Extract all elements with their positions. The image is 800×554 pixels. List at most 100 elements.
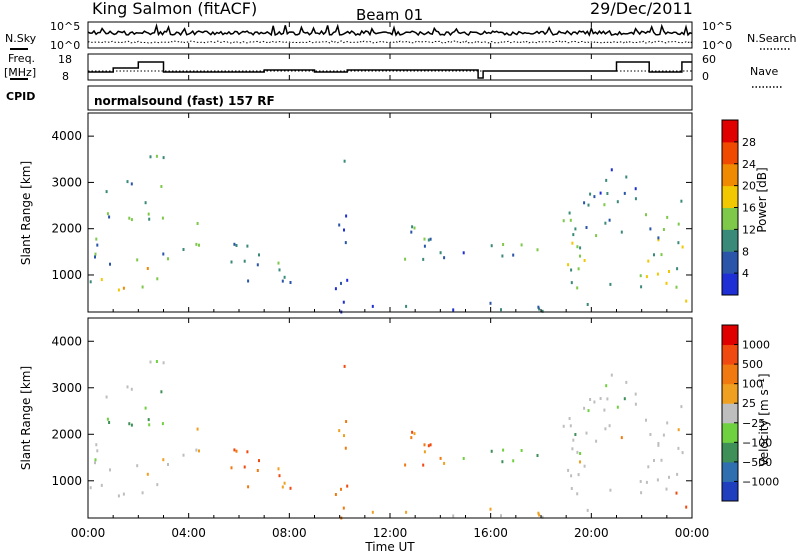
echo-cell	[583, 259, 586, 262]
noise-sky-trace	[87, 23, 693, 37]
echo-cell	[141, 491, 144, 495]
x-tick-label: 04:00	[171, 526, 206, 540]
echo-cell	[130, 423, 133, 427]
echo-cell	[680, 405, 683, 409]
echo-cell	[685, 505, 688, 509]
echo-cell	[568, 211, 571, 215]
echo-cell	[585, 431, 588, 435]
echo-cell	[427, 238, 430, 242]
echo-cell	[620, 230, 623, 234]
echo-cell	[126, 385, 129, 389]
echo-cell	[182, 453, 185, 457]
time-axis-label: Time UT	[364, 540, 415, 554]
echo-cell	[599, 191, 602, 195]
station-title: King Salmon (fitACF)	[92, 0, 257, 18]
echo-cell	[676, 267, 679, 271]
echo-cell	[574, 227, 577, 231]
echo-cell	[233, 448, 236, 452]
echo-cell	[586, 303, 589, 306]
echo-cell	[404, 257, 407, 261]
echo-cell	[235, 244, 238, 247]
echo-cell	[657, 236, 660, 240]
echo-cell	[657, 238, 660, 242]
echo-cell	[656, 478, 659, 482]
echo-cell	[577, 473, 580, 477]
echo-cell	[281, 279, 284, 283]
echo-cell	[660, 253, 663, 257]
colorbar-segment	[722, 185, 738, 208]
echo-cell	[579, 254, 581, 258]
noise-panel: N.Sky 10^5 10^0 10^5 10^0 N.Search	[5, 20, 797, 52]
colorbar-tick-label: 8	[742, 245, 749, 258]
colorbar-segment	[722, 163, 738, 187]
echo-cell	[625, 380, 628, 384]
colorbar-segment	[722, 141, 738, 165]
colorbar-tick-label: 28	[742, 136, 756, 149]
echo-cell	[599, 397, 602, 400]
echo-cell	[579, 452, 582, 455]
colorbar-tick-label: −1000	[742, 475, 779, 488]
echo-cell	[656, 272, 659, 276]
echo-cell	[620, 436, 623, 440]
echo-cell	[149, 360, 152, 364]
echo-cell	[156, 277, 159, 281]
echo-cell	[109, 468, 111, 472]
echo-cell	[570, 487, 573, 490]
echo-cell	[346, 484, 349, 488]
colorbar-tick-label: 4	[742, 267, 749, 280]
echo-cell	[653, 459, 655, 462]
x-tick-label: 12:00	[373, 526, 408, 540]
echo-cell	[571, 447, 574, 451]
echo-cell	[649, 433, 652, 436]
echo-cell	[668, 475, 670, 479]
echo-cell	[343, 364, 346, 368]
echo-cell	[490, 449, 493, 453]
echo-cell	[657, 443, 660, 447]
echo-cell	[94, 458, 97, 462]
velocity-panel: 1000 2000 3000 4000 Slant Range [km] 1000 50…	[19, 317, 779, 520]
velocity-scatter	[89, 360, 688, 520]
velocity-colorbar-label: Velocity [m s⁻¹]	[757, 373, 771, 466]
echo-cell	[128, 422, 131, 426]
echo-cell	[603, 408, 606, 412]
echo-cell	[198, 243, 200, 247]
echo-cell	[606, 397, 609, 401]
echo-cell	[162, 458, 165, 462]
power-colorbar: 4 8 12 16 20 24 28	[721, 119, 756, 296]
echo-cell	[576, 492, 579, 496]
echo-cell	[410, 436, 413, 440]
echo-cell	[610, 373, 613, 377]
echo-cell	[343, 228, 345, 232]
echo-cell	[148, 423, 151, 427]
echo-cell	[537, 305, 540, 309]
cpid-label: CPID	[6, 90, 35, 103]
echo-cell	[606, 192, 609, 195]
noise-left-tick-top: 10^5	[50, 20, 80, 33]
echo-cell	[576, 286, 579, 290]
echo-cell	[677, 446, 680, 450]
echo-cell	[94, 461, 96, 465]
echo-cell	[452, 514, 455, 518]
noise-search-trace	[87, 40, 693, 44]
echo-cell	[570, 268, 573, 272]
echo-cell	[576, 450, 579, 454]
nave-tick-bottom: 0	[702, 70, 709, 83]
echo-cell	[106, 212, 109, 216]
power-y-axis: 1000 2000 3000 4000	[51, 129, 692, 282]
colorbar-segment	[722, 325, 738, 346]
noise-right-tick-top: 10^5	[702, 20, 732, 33]
echo-cell	[345, 420, 348, 423]
echo-cell	[96, 243, 99, 247]
colorbar-segment	[722, 229, 738, 252]
echo-cell	[640, 491, 643, 495]
echo-cell	[95, 443, 98, 447]
echo-cell	[109, 262, 111, 266]
echo-cell	[423, 450, 426, 454]
echo-cell	[167, 463, 169, 466]
echo-cell	[427, 444, 430, 448]
echo-cell	[334, 287, 337, 291]
echo-cell	[258, 459, 260, 463]
y-tick-label: 2000	[51, 222, 82, 236]
nave-tick-top: 60	[702, 53, 716, 66]
echo-cell	[340, 487, 342, 491]
